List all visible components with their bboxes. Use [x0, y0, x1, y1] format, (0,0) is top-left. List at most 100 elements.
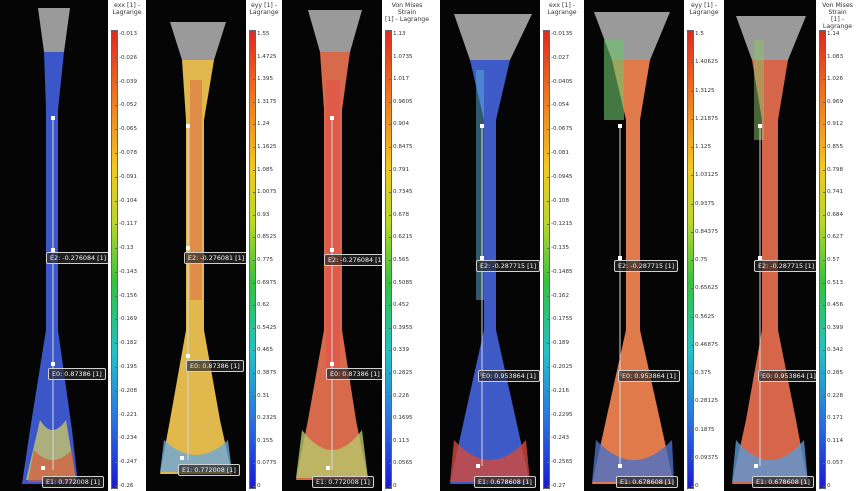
colorbar-title: eyy [1] - Lagrange	[689, 2, 719, 16]
colorbar-tick-label: 0.8525	[253, 234, 277, 241]
colorbar-tick-label: 0.627	[822, 234, 844, 241]
colorbar-tick-label: 0.775	[252, 257, 274, 263]
colorbar-tick-label: 0.114	[822, 437, 844, 444]
colorbar-tick-label: 0.0565	[389, 460, 413, 467]
colorbar-tick-label: -0.27	[546, 483, 566, 489]
colorbar-tick-label: 0.9605	[389, 98, 413, 105]
colorbar-title: eyy [1] - Lagrange	[249, 2, 279, 16]
strain-panel-1: E2: -0.276084 [1] E0: 0.87386 [1] E1: 0.…	[0, 0, 146, 491]
colorbar-tick-label: 1.24	[252, 121, 270, 128]
strain-panel-2: E2: -0.276081 [1] E0: 0.87386 [1] E1: 0.…	[146, 0, 282, 491]
colorbar-tick-label: -0.2565	[547, 459, 573, 466]
colorbar-tick-label: 1.017	[388, 76, 410, 83]
colorbar-tick-label: 1.125	[690, 144, 712, 150]
specimen-view-2: E2: -0.276081 [1] E0: 0.87386 [1] E1: 0.…	[146, 0, 246, 491]
colorbar-tick-label: 0.84375	[690, 228, 719, 235]
specimen-view-1: E2: -0.276084 [1] E0: 0.87386 [1] E1: 0.…	[0, 0, 108, 491]
specimen-view-4: E2: -0.287715 [1] E0: 0.953864 [1] E1: 0…	[440, 0, 540, 491]
colorbar-tick-label: 0.285	[822, 370, 844, 376]
colorbar-tick-label: -0.247	[114, 459, 138, 466]
colorbar-gradient	[543, 30, 550, 489]
marker-e1-label: E1: 0.772008 [1]	[42, 476, 104, 488]
colorbar-tick-label: -0.054	[546, 102, 570, 109]
colorbar-tick-label: -0.0405	[547, 78, 573, 85]
colorbar-tick-label: -0.135	[546, 245, 570, 252]
marker-e1-label: E1: 0.772008 [1]	[312, 476, 374, 488]
colorbar-tick-label: 0.171	[822, 415, 844, 422]
colorbar-tick-label: 0.855	[822, 144, 844, 150]
colorbar-tick-label: 0.5625	[691, 313, 715, 320]
colorbar-tick-label: 1.4725	[253, 53, 277, 60]
strain-panel-4: E2: -0.287715 [1] E0: 0.953864 [1] E1: 0…	[440, 0, 584, 491]
colorbar-tick-label: 0.791	[388, 166, 410, 173]
colorbar-tick-label: -0.189	[546, 340, 570, 347]
colorbar-tick-label: -0.13	[114, 245, 134, 252]
colorbar-tick-label: 0.904	[388, 121, 410, 128]
colorbar-tick-label: -0.0135	[547, 31, 573, 37]
colorbar-3: Von Mises Strain [1] - Lagrange 1.13 1.07…	[382, 0, 432, 491]
colorbar-tick-label: 1.5	[691, 31, 704, 37]
strain-panel-5: E2: -0.287715 [1] E0: 0.953864 [1] E1: 0…	[584, 0, 724, 491]
colorbar-tick-label: 1.3125	[691, 87, 715, 94]
marker-e1-label: E1: 0.678608 [1]	[616, 476, 678, 488]
colorbar-tick-label: 0.684	[822, 211, 844, 218]
colorbar-gradient	[385, 30, 392, 489]
colorbar-tick-label: 0.741	[822, 189, 844, 196]
colorbar-tick-label: -0.1485	[547, 268, 573, 275]
colorbar-tick-label: 0.31	[252, 392, 270, 399]
colorbar-tick-label: -0.052	[114, 102, 138, 109]
colorbar-tick-label: -0.0945	[547, 173, 573, 180]
colorbar-tick-label: -0.0675	[547, 126, 573, 133]
colorbar-tick-label: 0	[253, 483, 261, 489]
colorbar-title: exx [1] - Lagrange	[547, 2, 577, 16]
colorbar-4: exx [1] - Lagrange -0.0135 -0.027 -0.0405 -…	[540, 0, 584, 491]
colorbar-tick-label: -0.1215	[547, 221, 573, 228]
specimen-image-4	[450, 14, 532, 484]
colorbar-tick-label: 1.13	[388, 31, 406, 37]
strain-panel-3: E2: -0.276084 [1] E0: 0.87386 [1] E1: 0.…	[282, 0, 432, 491]
colorbar-tick-label: 0.6215	[389, 234, 413, 241]
colorbar-tick-label: 0.226	[388, 392, 410, 399]
colorbar-tick-label: 0.057	[822, 460, 844, 467]
colorbar-tick-label: 0.399	[822, 324, 844, 331]
specimen-image-3	[296, 10, 368, 480]
colorbar-tick-label: 0.6975	[253, 279, 277, 286]
colorbar-tick-label: -0.216	[546, 387, 570, 394]
colorbar-tick-label: 0.9375	[691, 200, 715, 207]
colorbar-tick-label: 0.912	[822, 121, 844, 128]
colorbar-tick-label: 0.565	[388, 257, 410, 263]
colorbar-tick-label: 0.65625	[690, 285, 719, 292]
colorbar-gradient	[819, 30, 826, 489]
colorbar-tick-label: -0.221	[114, 411, 138, 418]
marker-e0-label: E0: 0.87386 [1]	[48, 368, 106, 380]
colorbar-tick-label: -0.2025	[547, 364, 573, 371]
colorbar-tick-label: 0.0775	[253, 460, 277, 467]
colorbar-tick-label: 1.03125	[690, 172, 719, 179]
colorbar-tick-label: 0.75	[690, 257, 708, 263]
specimen-image-5	[592, 12, 674, 484]
strain-panel-6: E2: -0.287715 [1] E0: 0.953864 [1] E1: 0…	[724, 0, 859, 491]
colorbar-tick-label: 0.113	[388, 437, 410, 444]
colorbar-tick-label: 0.46875	[690, 341, 719, 348]
colorbar-tick-label: 0	[389, 483, 397, 489]
marker-e2-label: E2: -0.276084 [1]	[46, 252, 108, 264]
marker-e1-label: E1: 0.678608 [1]	[474, 476, 536, 488]
colorbar-tick-label: -0.065	[114, 126, 138, 133]
colorbar-tick-label: 0.57	[822, 257, 840, 263]
colorbar-tick-label: 0.342	[822, 347, 844, 354]
specimen-image-6	[732, 16, 808, 484]
colorbar-gradient	[687, 30, 694, 489]
colorbar-tick-label: -0.117	[114, 221, 138, 228]
colorbar-tick-label: 0.798	[822, 166, 844, 173]
marker-e1-label: E1: 0.678608 [1]	[752, 476, 814, 488]
marker-e0-label: E0: 0.87386 [1]	[326, 368, 382, 380]
specimen-image-1	[22, 8, 78, 484]
marker-e2-label: E2: -0.287715 [1]	[754, 260, 816, 272]
colorbar-tick-label: -0.208	[114, 387, 138, 394]
marker-e0-label: E0: 0.953864 [1]	[478, 370, 540, 382]
colorbar-tick-label: 1.21875	[690, 115, 719, 122]
colorbar-tick-label: 1.55	[252, 31, 270, 37]
colorbar-tick-label: 0.8475	[389, 144, 413, 150]
colorbar-tick-label: 1.083	[822, 53, 844, 60]
marker-e2-label: E2: -0.276081 [1]	[184, 252, 246, 264]
